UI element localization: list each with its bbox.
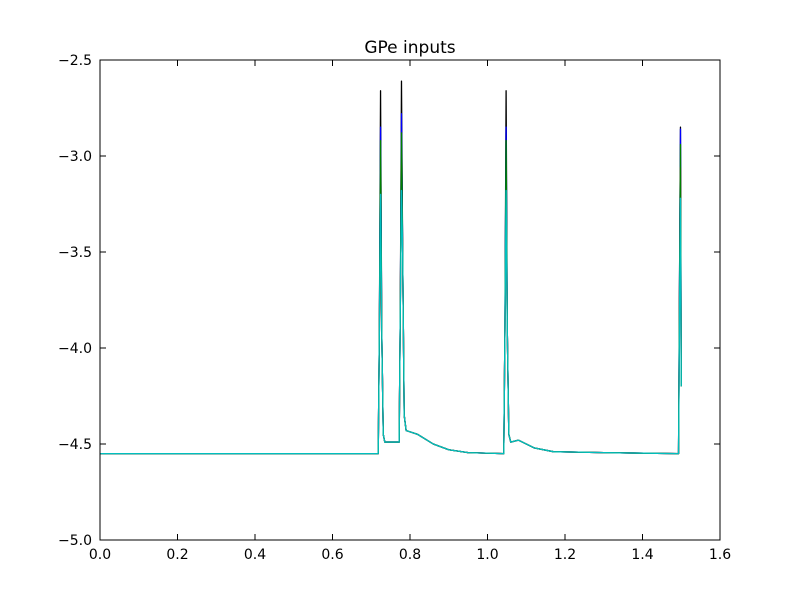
x-tick-label: 1.4 — [631, 547, 653, 563]
x-tick-label: 1.6 — [709, 547, 731, 563]
y-tick-label: −4.5 — [58, 437, 92, 453]
x-tick-label: 0.8 — [399, 547, 421, 563]
x-tick-label: 0.0 — [89, 547, 111, 563]
y-tick-label: −3.0 — [58, 149, 92, 165]
x-tick-label: 1.0 — [476, 547, 498, 563]
y-tick-label: −5.0 — [58, 533, 92, 549]
chart-title: GPe inputs — [364, 38, 455, 58]
x-tick-label: 1.2 — [554, 547, 576, 563]
x-tick-label: 0.4 — [244, 547, 266, 563]
x-tick-label: 0.6 — [321, 547, 343, 563]
y-tick-label: −2.5 — [58, 53, 92, 69]
y-tick-label: −4.0 — [58, 341, 92, 357]
series-line-5 — [100, 189, 682, 455]
y-tick-label: −3.5 — [58, 245, 92, 261]
series-layer — [100, 80, 682, 455]
x-tick-label: 0.2 — [166, 547, 188, 563]
axis-ticks: 0.0 0.2 0.4 0.6 0.8 1.0 1.2 1.4 1.6 −5.0 −4.5 −4.0 −… — [58, 53, 731, 563]
